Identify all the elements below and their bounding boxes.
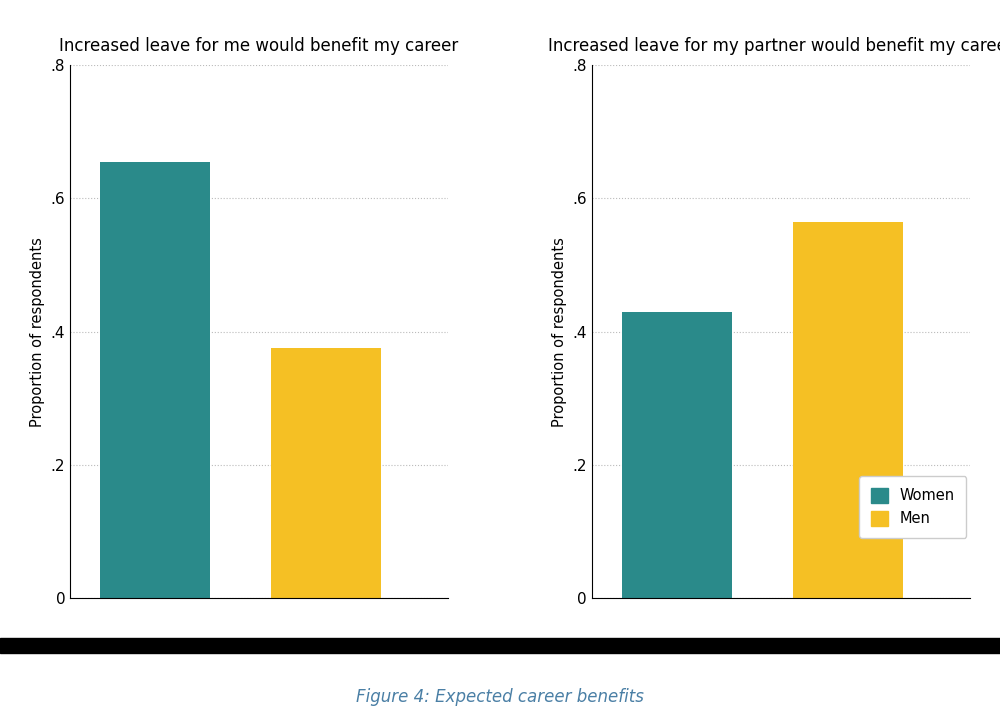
Text: Figure 4: Expected career benefits: Figure 4: Expected career benefits [356,689,644,706]
Y-axis label: Proportion of respondents: Proportion of respondents [552,236,567,427]
Bar [271,348,381,598]
Title: Increased leave for me would benefit my career: Increased leave for me would benefit my … [59,37,459,55]
Bar [793,221,903,598]
Title: Increased leave for my partner would benefit my career: Increased leave for my partner would ben… [548,37,1000,55]
Legend: Women, Men: Women, Men [859,477,966,538]
Bar [100,162,210,598]
Bar [622,311,732,598]
Y-axis label: Proportion of respondents: Proportion of respondents [30,236,45,427]
